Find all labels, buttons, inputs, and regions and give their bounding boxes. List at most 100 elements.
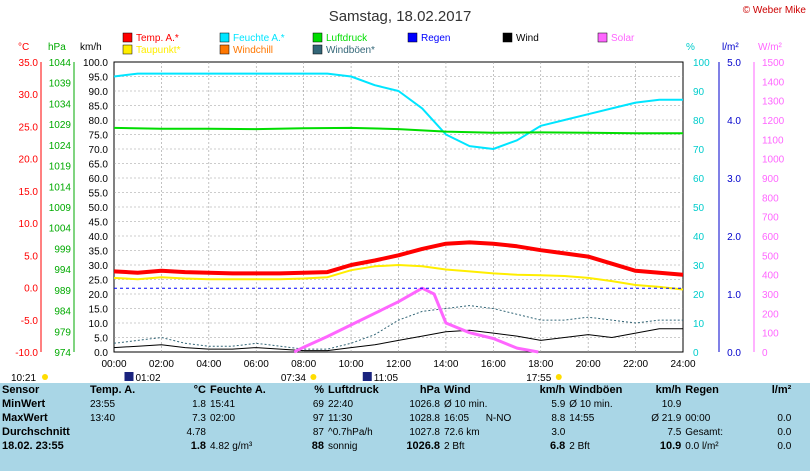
x-tick-label: 18:00 (528, 359, 553, 370)
copyright-text: © Weber Mike (743, 5, 807, 16)
stats-press-time: 22:40 (328, 398, 354, 410)
stats-wind-value: 6.8 (549, 440, 566, 452)
stats-rain-value: 0.0 (777, 440, 792, 452)
series-wind-line (113, 328, 683, 352)
stats-label: 18.02. 23:55 (2, 440, 64, 452)
x-tick-label: 06:00 (244, 359, 269, 370)
stats-gust-time: Ø 10 min. (569, 398, 613, 410)
temp-tick-label: 30.0 (19, 90, 39, 101)
stats-wind-time-text: 16:05 (444, 412, 470, 424)
legend-swatch (122, 32, 133, 43)
humidity-tick-label: 100 (693, 58, 710, 69)
legend-label: Temp. A.* (136, 33, 179, 44)
x-tick-label: 12:00 (386, 359, 411, 370)
stats-gust-value: 10.9 (659, 440, 682, 452)
humidity-tick-label: 0 (693, 348, 699, 359)
stats-temp-value: 4.78 (186, 426, 206, 438)
solar-tick-label: 500 (762, 251, 779, 262)
wind-tick-label: 65.0 (89, 160, 109, 171)
pressure-tick-label: 1029 (49, 120, 72, 131)
plot-area (113, 72, 684, 354)
stats-wind-dir: N-NO (485, 412, 512, 424)
stats-row-current: 18.02. 23:55 1.8 4.82 g/m³ 88 sonnig 102… (0, 439, 793, 453)
stats-gust-time (567, 425, 633, 439)
statistics-table: Sensor Temp. A. °C Feuchte A. % Luftdruc… (0, 383, 793, 453)
moon-icon (124, 372, 134, 381)
pressure-tick-label: 1044 (49, 58, 72, 69)
stats-head-gust: Windböen (569, 384, 623, 396)
solar-tick-label: 1100 (762, 135, 784, 146)
temp-tick-label: -10.0 (15, 348, 38, 359)
legend-swatch (597, 32, 608, 43)
moon-icon (362, 372, 372, 381)
stats-label: MaxWert (2, 412, 48, 424)
stats-rain-value: 0.0 (777, 412, 792, 424)
sunrise-icon (310, 374, 317, 380)
wind-tick-label: 25.0 (89, 276, 109, 287)
solar-tick-label: 1300 (762, 97, 785, 108)
x-tick-label: 00:00 (101, 359, 126, 370)
legend-label: Wind (516, 33, 539, 44)
x-tick-label: 22:00 (623, 359, 648, 370)
solar-tick-label: 0 (762, 348, 768, 359)
stats-rain-time: 0.0 l/m² (685, 440, 719, 452)
wind-tick-label: 0.0 (94, 348, 108, 359)
pressure-tick-label: 979 (54, 327, 71, 338)
humidity-tick-label: 50 (693, 203, 705, 214)
stats-rain-value: 0.0 (777, 426, 792, 438)
stats-rain-time: Gesamt: (685, 426, 724, 438)
stats-press-time: sonnig (328, 440, 358, 452)
wind-tick-label: 85.0 (89, 102, 109, 113)
wind-tick-label: 10.0 (89, 319, 109, 330)
series-taupunkt-line (113, 264, 684, 291)
stats-wind-time: 2 Bft (444, 440, 465, 452)
stats-press-value: 1026.8 (409, 398, 440, 410)
humidity-tick-label: 90 (693, 87, 705, 98)
pressure-tick-label: 1009 (49, 203, 72, 214)
legend-label: Luftdruck (326, 33, 368, 44)
stats-head-wind-unit: km/h (539, 384, 566, 396)
stats-wind-time: Ø 10 min. (444, 398, 488, 410)
stats-header-row: Sensor Temp. A. °C Feuchte A. % Luftdruc… (0, 383, 793, 397)
legend-swatch (407, 32, 418, 43)
stats-head-hum: Feuchte A. (210, 384, 266, 396)
statistics-panel: Sensor Temp. A. °C Feuchte A. % Luftdruc… (0, 383, 810, 471)
solar-tick-label: 700 (762, 213, 779, 224)
wind-tick-label: 100.0 (83, 58, 108, 69)
x-tick-label: 08:00 (291, 359, 316, 370)
x-tick-label: 20:00 (576, 359, 601, 370)
solar-tick-label: 1400 (762, 77, 785, 88)
stats-label: MinWert (2, 398, 46, 410)
stats-head-wind: Wind (444, 384, 471, 396)
legend-swatch (219, 44, 230, 55)
stats-wind-value: 5.9 (551, 398, 566, 410)
legend-swatch (219, 32, 230, 43)
wind-tick-label: 55.0 (89, 189, 109, 200)
pressure-tick-label: 984 (54, 307, 71, 318)
stats-temp-value: 1.8 (192, 398, 206, 410)
stats-head-temp-unit: °C (193, 384, 206, 396)
stats-head-gust-unit: km/h (655, 384, 682, 396)
rain-tick-label: 5.0 (727, 58, 741, 69)
stats-head-hum-unit: % (314, 384, 324, 396)
series-temp-a-line (113, 240, 684, 277)
legend-swatch (502, 32, 513, 43)
legend: Temp. A.* Feuchte A.* Luftdruck Regen Wind So… (122, 32, 635, 56)
solar-tick-label: 1500 (762, 58, 785, 69)
stats-temp-time: 23:55 (90, 398, 116, 410)
sun-icon (42, 374, 48, 380)
legend-swatch (122, 44, 133, 55)
weather-chart: Samstag, 18.02.2017 © Weber Mike Temp. A… (11, 5, 807, 384)
stats-temp-value: 7.3 (192, 412, 206, 424)
pressure-tick-label: 1004 (49, 224, 72, 235)
legend-label: Solar (611, 33, 635, 44)
stats-label: Durchschnitt (2, 426, 70, 438)
humidity-tick-label: 60 (693, 174, 705, 185)
stats-hum-time: 02:00 (210, 412, 236, 424)
solar-axis-unit: W/m² (758, 42, 783, 53)
solar-tick-label: 1200 (762, 116, 785, 127)
humidity-tick-label: 80 (693, 116, 705, 127)
legend-swatch (312, 44, 323, 55)
humidity-tick-label: 10 (693, 319, 705, 330)
